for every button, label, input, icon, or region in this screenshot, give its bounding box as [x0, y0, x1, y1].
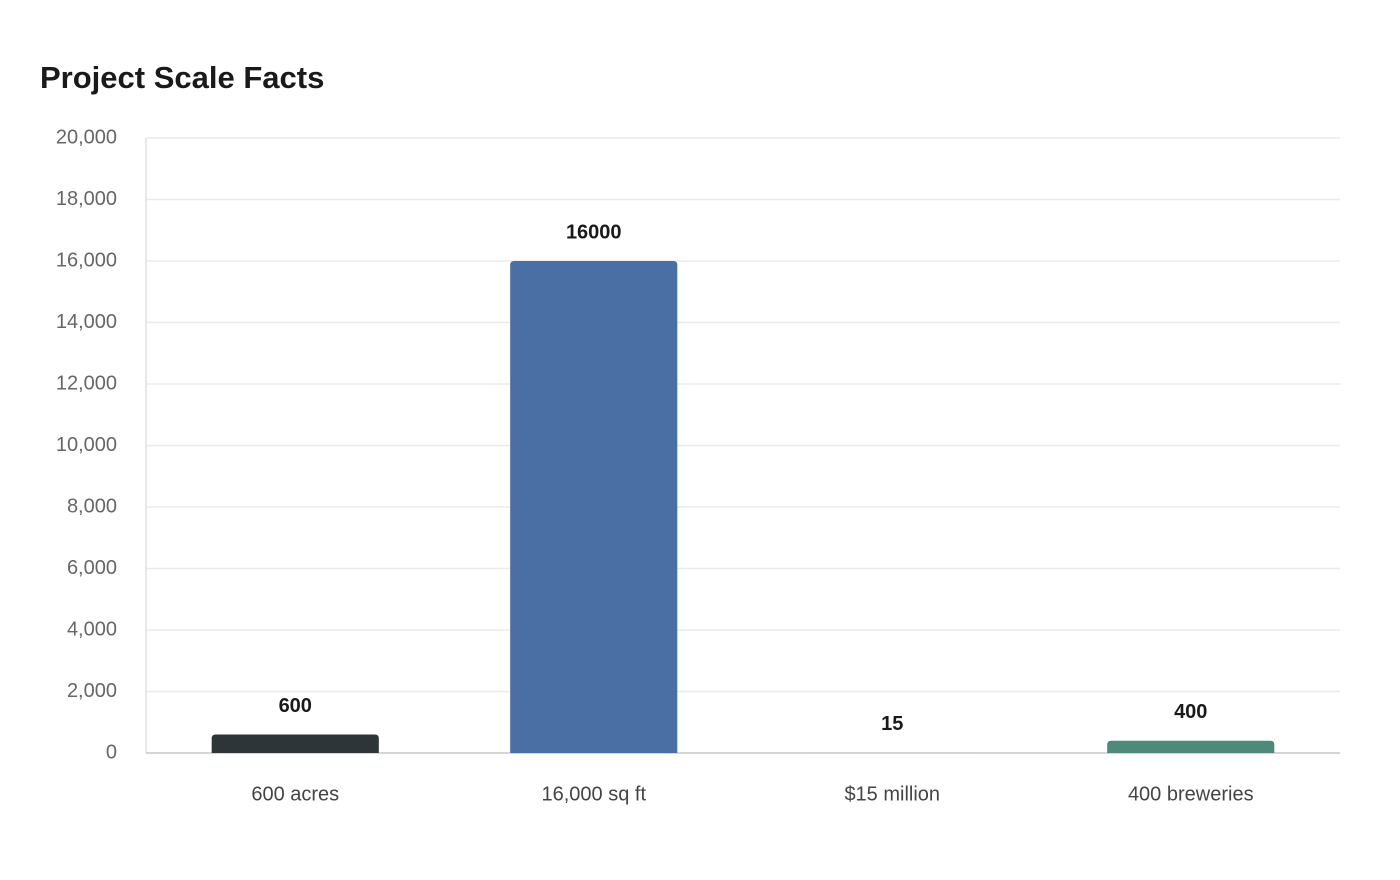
x-tick-label: 600 acres	[251, 783, 339, 805]
x-tick-label: $15 million	[844, 783, 940, 805]
chart-title: Project Scale Facts	[40, 60, 324, 95]
x-tick-label: 400 breweries	[1128, 783, 1254, 805]
value-label: 600	[279, 695, 312, 717]
y-tick-label: 2,000	[67, 680, 117, 702]
value-label: 400	[1174, 701, 1207, 723]
y-tick-label: 12,000	[56, 372, 117, 394]
value-label: 16000	[566, 221, 622, 243]
y-tick-label: 10,000	[56, 434, 117, 456]
bar	[510, 261, 678, 753]
y-tick-label: 8,000	[67, 495, 117, 517]
y-tick-label: 6,000	[67, 557, 117, 579]
y-tick-label: 16,000	[56, 249, 117, 271]
bar	[211, 734, 379, 753]
y-tick-label: 18,000	[56, 188, 117, 210]
bar	[1107, 740, 1275, 753]
y-tick-label: 14,000	[56, 311, 117, 333]
y-tick-label: 4,000	[67, 618, 117, 640]
y-tick-label: 0	[106, 741, 117, 763]
value-label: 15	[881, 713, 903, 735]
y-tick-label: 20,000	[56, 126, 117, 148]
x-tick-label: 16,000 sq ft	[541, 783, 646, 805]
